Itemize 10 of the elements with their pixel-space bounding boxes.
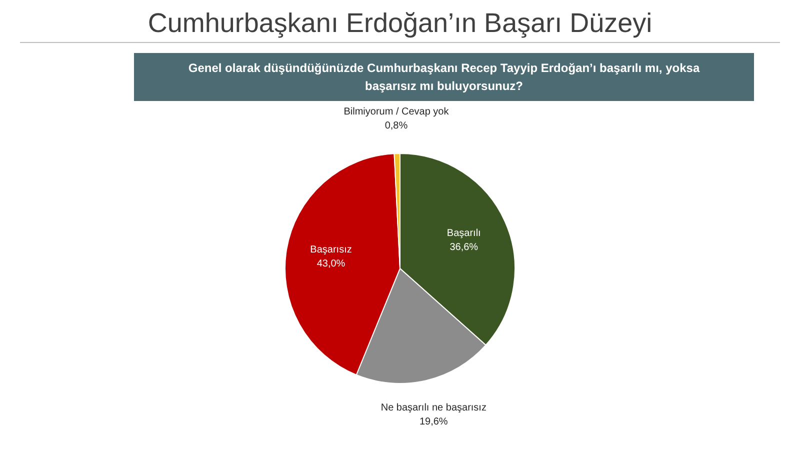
chart-title: Cumhurbaşkanı Erdoğan’ın Başarı Düzeyi — [20, 0, 780, 43]
slice-label: Başarısız — [310, 244, 352, 256]
data-label: 19,6% — [419, 416, 448, 428]
slice-label: Bilmiyorum / Cevap yok — [344, 106, 450, 118]
data-label: 36,6% — [450, 242, 478, 253]
slice-label: Başarılı — [446, 228, 481, 239]
data-label: 0,8% — [384, 120, 408, 132]
slice-label: Ne başarılı ne başarısız — [380, 402, 486, 414]
chart-subtitle: Genel olarak düşündüğünüzde Cumhurbaşkanı Recep Tayyip Erdoğan’ı başarılı mı, yoksa başarısız mı buluyorsunuz? — [134, 53, 754, 101]
data-label: 43,0% — [316, 258, 346, 270]
